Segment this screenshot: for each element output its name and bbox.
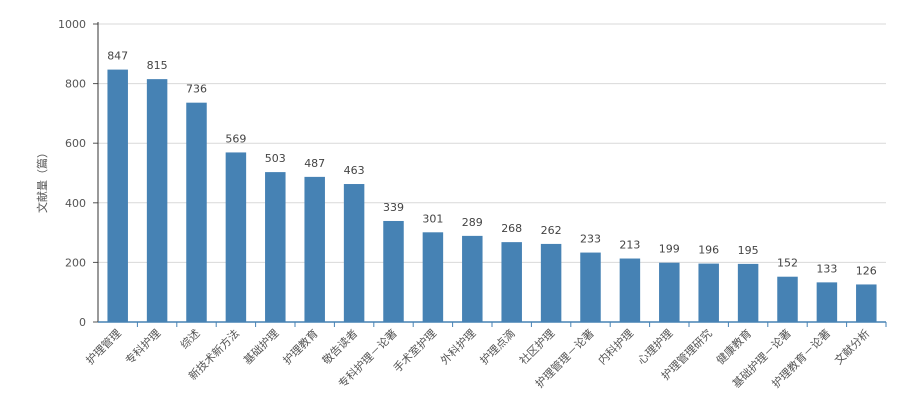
bar-value-label: 463: [344, 164, 365, 177]
bars: [107, 69, 877, 323]
bar-value-label: 199: [659, 243, 680, 256]
x-category-label: 综述: [177, 326, 202, 351]
bar: [698, 263, 719, 322]
bar: [304, 176, 325, 322]
x-category-label: 文献分析: [831, 326, 872, 367]
bar-value-label: 262: [541, 224, 562, 237]
bar-value-label: 289: [462, 216, 483, 229]
x-category-label: 社区护理: [516, 326, 557, 367]
bar-value-label: 301: [422, 212, 443, 225]
bar: [107, 69, 128, 323]
y-tick-label: 1000: [58, 18, 86, 31]
y-tick-label: 600: [65, 137, 86, 150]
bar: [777, 276, 798, 322]
bar: [422, 232, 444, 322]
bar: [501, 242, 522, 322]
bar: [659, 262, 680, 322]
bar-value-label: 847: [107, 50, 128, 63]
bar-value-label: 487: [304, 157, 325, 170]
y-tick-label: 0: [79, 316, 86, 329]
bar: [343, 184, 365, 322]
x-category-label: 内科护理: [595, 326, 636, 367]
x-category-label: 护理管理: [83, 326, 124, 367]
bar-value-label: 339: [383, 201, 404, 214]
bar-value-label: 126: [856, 264, 877, 277]
bar: [816, 282, 838, 322]
bar: [580, 252, 601, 322]
x-category-label: 专科护理: [122, 326, 163, 367]
bar-value-label: 133: [816, 262, 837, 275]
y-tick-label: 800: [65, 78, 86, 91]
bar: [186, 102, 207, 322]
x-category-label: 外科护理: [437, 326, 478, 367]
x-category-label: 健康教育: [713, 326, 754, 367]
bar: [462, 235, 483, 322]
bar: [146, 79, 168, 322]
bar: [225, 152, 247, 322]
value-labels: 847 815 736 569 503 487 463 339 301 289 268 262 233 2…: [107, 50, 877, 278]
bar-value-label: 815: [147, 59, 168, 72]
x-category-label: 护理点滴: [477, 326, 518, 367]
bar: [383, 220, 404, 322]
gridlines: [98, 23, 886, 263]
bar-value-label: 503: [265, 152, 286, 165]
x-category-label: 敬告读者: [319, 326, 360, 367]
x-category-label: 心理护理: [634, 326, 675, 367]
bar-value-label: 736: [186, 83, 207, 96]
bar-value-label: 213: [619, 239, 640, 252]
bar-value-label: 152: [777, 257, 798, 270]
bar-value-label: 233: [580, 233, 601, 246]
bar: [856, 284, 877, 322]
y-axis-title: 文献量（篇）: [35, 147, 49, 213]
bar-value-label: 195: [738, 244, 759, 257]
bar: [540, 243, 562, 322]
x-category-label: 基础护理: [240, 326, 281, 367]
bar: [737, 263, 759, 322]
bar-value-label: 268: [501, 222, 522, 235]
x-category-label: 手术室护理: [390, 326, 439, 375]
bar-value-label: 569: [225, 132, 246, 145]
bar: [619, 258, 641, 322]
bar: [265, 172, 286, 322]
y-tick-label: 200: [65, 256, 86, 269]
y-tick-label: 400: [65, 197, 86, 210]
x-category-label: 护理教育: [280, 326, 321, 367]
bar-value-label: 196: [698, 244, 719, 257]
